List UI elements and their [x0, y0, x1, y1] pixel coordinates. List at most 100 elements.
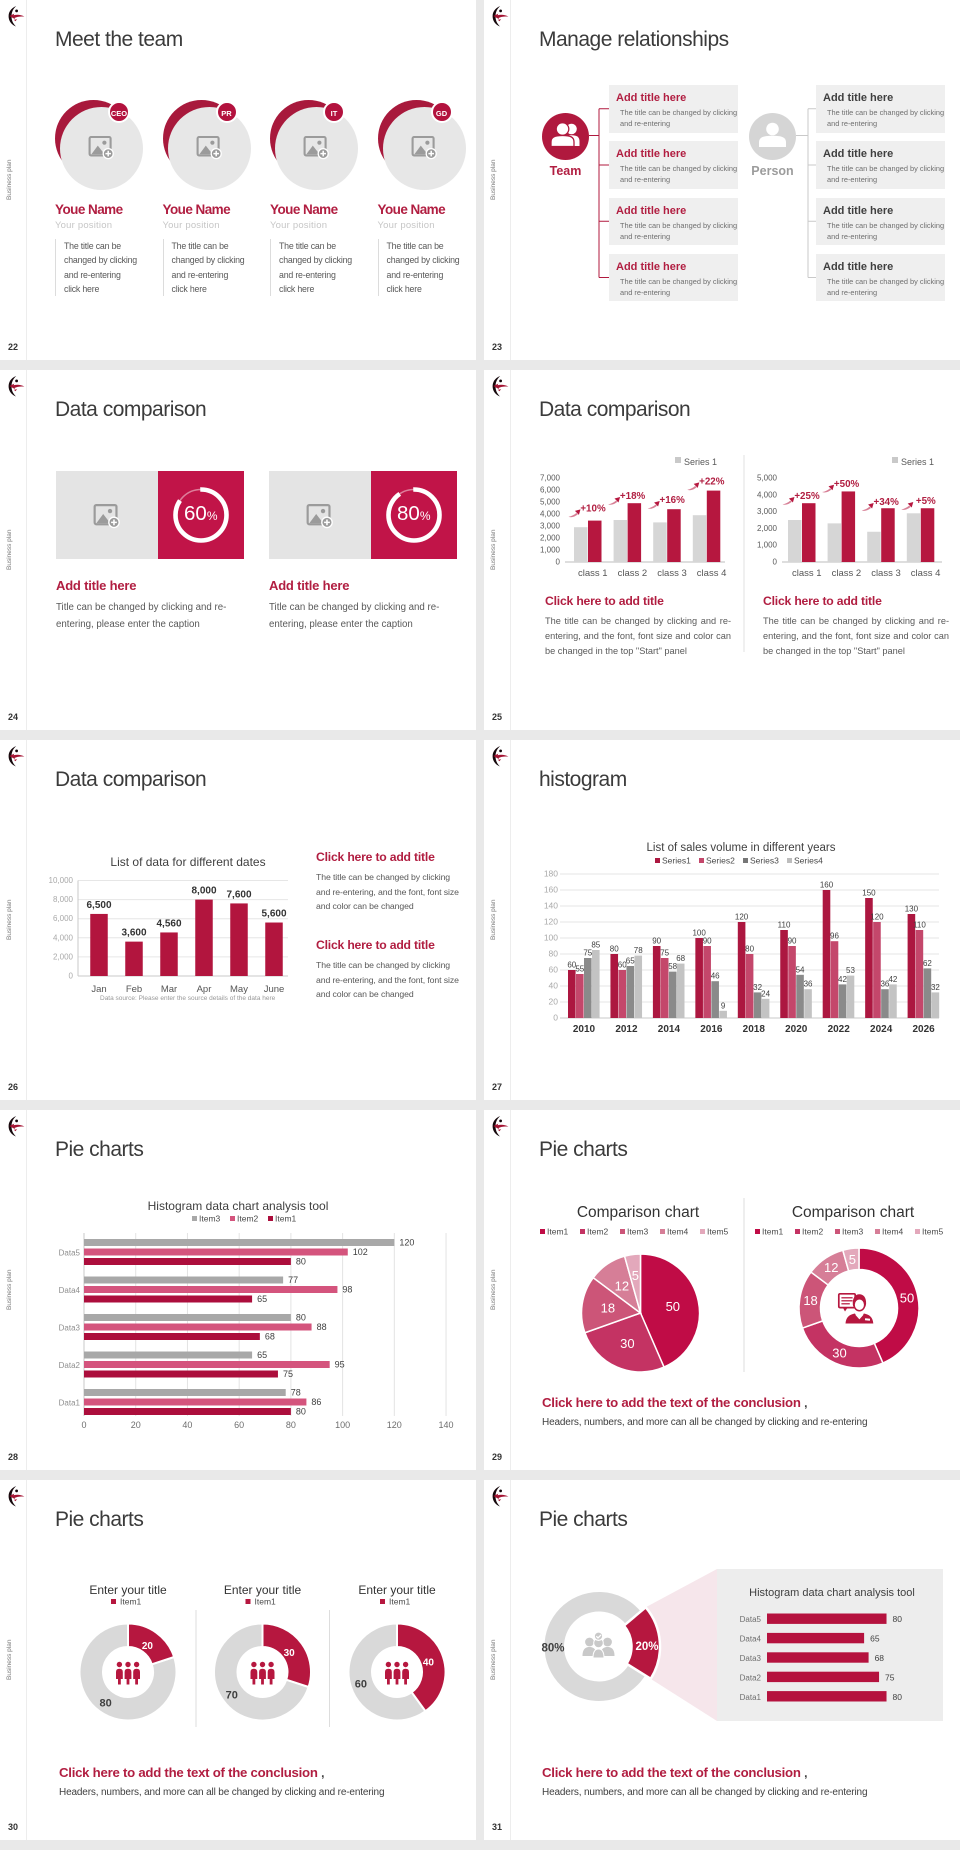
svg-text:Histogram data chart analysis: Histogram data chart analysis tool	[148, 1199, 329, 1213]
svg-text:8,000: 8,000	[53, 895, 74, 904]
svg-text:180: 180	[544, 869, 558, 879]
svg-text:class 4: class 4	[911, 568, 941, 579]
svg-text:3,000: 3,000	[540, 522, 561, 531]
svg-text:160: 160	[820, 881, 834, 890]
svg-text:Item2: Item2	[587, 1227, 609, 1237]
svg-text:68: 68	[875, 1653, 885, 1663]
svg-text:Item3: Item3	[842, 1227, 864, 1237]
svg-text:Histogram data chart analysis: Histogram data chart analysis tool	[749, 1587, 915, 1599]
svg-text:Item4: Item4	[667, 1227, 689, 1237]
svg-text:Data1: Data1	[740, 1693, 762, 1702]
svg-text:120: 120	[870, 913, 884, 922]
svg-text:68: 68	[265, 1331, 275, 1341]
svg-text:class 1: class 1	[578, 568, 608, 579]
svg-text:60: 60	[549, 965, 559, 975]
svg-text:42: 42	[888, 975, 897, 984]
svg-text:Series 1: Series 1	[684, 457, 717, 467]
svg-text:100: 100	[544, 933, 558, 943]
svg-text:Mar: Mar	[161, 984, 177, 995]
svg-text:80: 80	[296, 1256, 306, 1266]
svg-text:65: 65	[257, 1350, 267, 1360]
svg-text:Data source: Please enter the: Data source: Please enter the source det…	[100, 995, 276, 1002]
svg-text:86: 86	[311, 1397, 321, 1407]
svg-text:12: 12	[615, 1278, 629, 1293]
svg-text:2018: 2018	[743, 1024, 766, 1035]
svg-text:Comparison chart: Comparison chart	[577, 1204, 700, 1221]
svg-text:10,000: 10,000	[49, 876, 74, 885]
svg-text:0: 0	[556, 558, 561, 567]
svg-text:30: 30	[620, 1336, 634, 1351]
svg-text:32: 32	[753, 983, 762, 992]
svg-text:42: 42	[838, 975, 847, 984]
svg-text:68: 68	[676, 954, 685, 963]
svg-text:160: 160	[544, 885, 558, 895]
svg-text:4,000: 4,000	[53, 933, 74, 942]
svg-text:Item2: Item2	[237, 1214, 259, 1224]
svg-text:2014: 2014	[658, 1024, 681, 1035]
svg-text:Feb: Feb	[126, 984, 142, 995]
svg-text:+22%: +22%	[699, 477, 725, 488]
svg-text:80: 80	[100, 1698, 112, 1710]
svg-text:+16%: +16%	[660, 495, 686, 506]
svg-text:6,000: 6,000	[53, 914, 74, 923]
svg-text:20: 20	[142, 1641, 154, 1652]
svg-text:Series2: Series2	[706, 856, 735, 866]
svg-text:80: 80	[296, 1406, 306, 1416]
svg-text:60: 60	[355, 1679, 367, 1691]
svg-text:3,000: 3,000	[757, 507, 778, 516]
svg-text:Data5: Data5	[740, 1615, 762, 1624]
svg-text:80: 80	[549, 949, 559, 959]
svg-text:Data3: Data3	[59, 1324, 81, 1333]
svg-text:75: 75	[885, 1672, 895, 1682]
svg-text:Data2: Data2	[59, 1361, 81, 1370]
svg-text:Data2: Data2	[740, 1673, 762, 1682]
svg-text:May: May	[230, 984, 248, 995]
svg-text:96: 96	[830, 932, 839, 941]
svg-text:Enter your title: Enter your title	[89, 1583, 167, 1597]
svg-text:2,000: 2,000	[757, 524, 778, 533]
svg-text:54: 54	[796, 965, 805, 974]
svg-text:Data1: Data1	[59, 1399, 81, 1408]
svg-text:8,000: 8,000	[191, 886, 216, 897]
svg-text:Data4: Data4	[59, 1286, 81, 1295]
svg-text:80: 80	[893, 1692, 903, 1702]
svg-text:80: 80	[610, 945, 619, 954]
svg-text:Enter your title: Enter your title	[224, 1583, 302, 1597]
svg-text:102: 102	[353, 1247, 368, 1257]
svg-text:Data5: Data5	[59, 1249, 81, 1258]
svg-text:60: 60	[567, 961, 576, 970]
svg-text:120: 120	[544, 917, 558, 927]
svg-text:53: 53	[846, 966, 855, 975]
svg-text:2024: 2024	[870, 1024, 893, 1035]
svg-text:90: 90	[788, 937, 797, 946]
svg-text:32: 32	[931, 983, 940, 992]
svg-text:List of data for different dat: List of data for different dates	[110, 855, 265, 869]
svg-text:36: 36	[804, 980, 813, 989]
svg-text:5,000: 5,000	[757, 474, 778, 483]
svg-text:Item5: Item5	[922, 1227, 944, 1237]
svg-text:+50%: +50%	[834, 479, 860, 490]
svg-text:65: 65	[257, 1294, 267, 1304]
svg-text:40: 40	[182, 1420, 192, 1430]
svg-text:110: 110	[913, 921, 926, 930]
svg-text:+5%: +5%	[916, 496, 936, 507]
svg-text:Item3: Item3	[627, 1227, 649, 1237]
svg-text:class 3: class 3	[871, 568, 901, 579]
svg-text:class 1: class 1	[792, 568, 822, 579]
svg-text:90: 90	[703, 937, 712, 946]
svg-text:78: 78	[634, 946, 643, 955]
svg-text:Item2: Item2	[802, 1227, 824, 1237]
svg-text:Comparison chart: Comparison chart	[792, 1204, 915, 1221]
svg-text:class 3: class 3	[657, 568, 687, 579]
svg-text:1,000: 1,000	[757, 541, 778, 550]
svg-text:Item1: Item1	[120, 1597, 142, 1607]
svg-text:5,600: 5,600	[261, 909, 286, 920]
svg-text:65: 65	[626, 957, 635, 966]
svg-text:150: 150	[862, 889, 876, 898]
svg-text:Series1: Series1	[662, 856, 691, 866]
svg-text:80: 80	[893, 1614, 903, 1624]
svg-text:2010: 2010	[573, 1024, 596, 1035]
svg-text:Enter your title: Enter your title	[358, 1583, 436, 1597]
svg-text:62: 62	[923, 959, 932, 968]
svg-text:80: 80	[296, 1312, 306, 1322]
